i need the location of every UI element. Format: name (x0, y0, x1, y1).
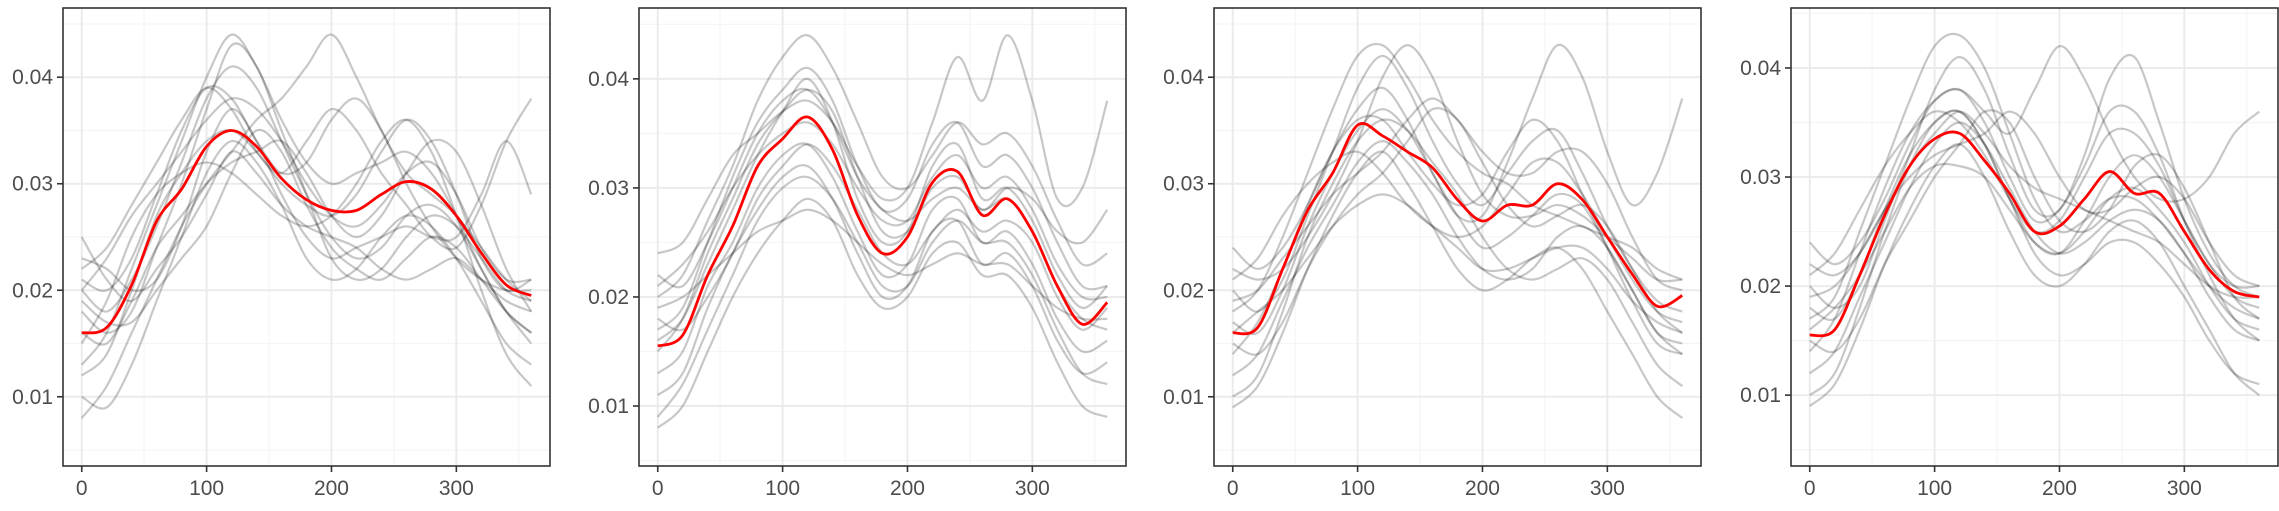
series-line-s2 (1232, 140, 1683, 377)
series-line-s9 (1808, 87, 2260, 353)
x-tick-label: 300 (1590, 477, 1625, 500)
series-line-s3 (81, 118, 532, 377)
series-line-s10 (1809, 110, 2260, 299)
series-line-s1 (1231, 54, 1683, 313)
x-tick-label: 0 (1227, 477, 1239, 500)
x-tick-label: 100 (1340, 477, 1375, 500)
y-tick-label: 0.03 (12, 173, 53, 196)
series-line-s10 (80, 128, 532, 334)
panel-border (1790, 7, 2279, 467)
series-line-s9 (656, 88, 1109, 353)
x-tick-label: 0 (652, 477, 664, 500)
y-tick-label: 0.03 (1740, 166, 1781, 189)
series-line-s8 (657, 121, 1108, 301)
y-tick-label: 0.01 (1163, 386, 1204, 409)
x-tick-label: 0 (1804, 477, 1816, 500)
series-line-s7 (657, 164, 1108, 397)
series-line-s13 (81, 108, 533, 292)
x-tick-label: 100 (765, 477, 800, 500)
series-line-s11 (1232, 118, 1683, 398)
series-line-s1 (80, 150, 532, 313)
y-tick-label: 0.03 (588, 177, 629, 200)
y-tick-label: 0.04 (588, 68, 629, 91)
series-line-s6 (80, 42, 532, 334)
x-tick-label: 200 (314, 477, 349, 500)
y-tick-label: 0.03 (1163, 173, 1204, 196)
series-line-s13 (1232, 193, 1683, 334)
x-tick-label: 200 (1465, 477, 1500, 500)
series-line-s11 (657, 77, 1109, 342)
series-line-s11 (1809, 109, 2260, 397)
series-line-s8 (81, 140, 532, 410)
panel-1: 0 100 200 300 0.01 0.02 0.03 0.04 (12, 7, 551, 500)
x-tick-label: 300 (439, 477, 474, 500)
series-line-s6 (1232, 107, 1683, 356)
mean-line (1809, 130, 2260, 338)
mean-line (1232, 122, 1683, 336)
y-tick-label: 0.02 (1163, 279, 1204, 302)
panel-border (1213, 7, 1702, 467)
y-tick-label: 0.01 (1740, 384, 1781, 407)
series-line-s4 (657, 197, 1108, 429)
series-line-s1 (657, 66, 1108, 331)
series-line-s5 (81, 86, 533, 270)
x-tick-label: 100 (1917, 477, 1952, 500)
series-line-s3 (1231, 43, 1684, 271)
y-tick-label: 0.04 (1740, 57, 1781, 80)
panel-4: 0 100 200 300 0.01 0.02 0.03 0.04 (1740, 7, 2279, 500)
y-tick-label: 0.02 (12, 279, 53, 302)
panel-background (639, 8, 1126, 466)
series-line-s11 (81, 84, 532, 293)
series-line-s9 (80, 97, 532, 291)
series-line-s10 (657, 208, 1108, 321)
x-tick-label: 0 (76, 477, 88, 500)
mean-line (657, 115, 1109, 348)
series-line-s12 (1809, 110, 2260, 299)
panel-border (62, 7, 551, 467)
x-tick-label: 100 (189, 477, 224, 500)
mean-line (81, 129, 532, 335)
y-tick-label: 0.04 (1163, 66, 1204, 89)
y-tick-label: 0.01 (588, 395, 629, 418)
series-line-s13 (1809, 162, 2260, 331)
panel-2: 0 100 200 300 0.01 0.02 0.03 0.04 (588, 7, 1127, 500)
series-line-s4 (1809, 143, 2260, 407)
series-line-s3 (1808, 45, 2260, 266)
panel-3: 0 100 200 300 0.01 0.02 0.03 0.04 (1163, 7, 1702, 500)
series-line-s5 (1809, 32, 2260, 320)
series-line-s8 (1809, 109, 2260, 322)
series-line-s3 (657, 34, 1108, 298)
panel-border (638, 7, 1127, 467)
series-line-s6 (1809, 109, 2260, 354)
series-line-s12 (1232, 97, 1683, 302)
series-line-s1 (1808, 54, 2260, 309)
y-tick-label: 0.02 (588, 286, 629, 309)
series-line-s2 (657, 142, 1108, 375)
y-tick-label: 0.04 (12, 66, 53, 89)
series-line-s12 (81, 138, 533, 346)
y-tick-label: 0.02 (1740, 275, 1781, 298)
y-tick-label: 0.01 (12, 386, 53, 409)
series-line-s13 (656, 175, 1108, 418)
x-tick-label: 200 (890, 477, 925, 500)
x-tick-label: 300 (1015, 477, 1050, 500)
series-line-s5 (657, 34, 1109, 255)
series-line-s8 (1232, 108, 1683, 345)
series-line-s4 (1232, 150, 1683, 419)
series-line-s2 (80, 65, 532, 334)
x-tick-label: 200 (2042, 477, 2077, 500)
series-line-s9 (1231, 114, 1683, 356)
x-tick-label: 300 (2167, 477, 2202, 500)
